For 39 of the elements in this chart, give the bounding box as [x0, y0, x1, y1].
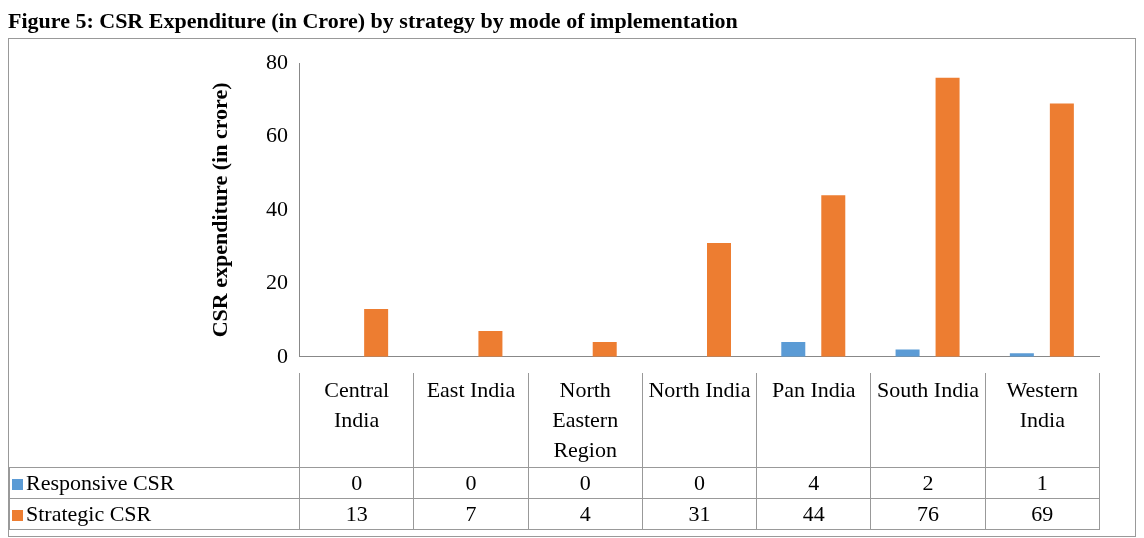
legend-label: Responsive CSR: [9, 467, 300, 499]
bar: [364, 309, 389, 357]
data-label: 7: [413, 498, 529, 530]
y-tick-label: 20: [266, 269, 288, 295]
bar: [781, 342, 806, 357]
y-tick-label: 40: [266, 195, 288, 221]
data-label: 1: [985, 467, 1100, 499]
data-label: 4: [756, 467, 871, 499]
y-tick-label: 60: [266, 122, 288, 148]
data-label: 13: [299, 498, 414, 530]
data-label: 69: [985, 498, 1100, 530]
data-label: 0: [413, 467, 529, 499]
bar: [1049, 103, 1074, 357]
data-label: 0: [299, 467, 414, 499]
x-tick-label: North Eastern Region: [528, 373, 643, 468]
x-tick-label: South India: [870, 373, 986, 468]
y-tick-label: 0: [277, 342, 288, 368]
data-label: 31: [642, 498, 757, 530]
data-label: 76: [870, 498, 986, 530]
data-label: 2: [870, 467, 986, 499]
legend-label: Strategic CSR: [9, 498, 300, 530]
y-axis-title: CSR expenditure (in crore): [206, 82, 232, 338]
x-tick-label: Pan India: [756, 373, 871, 468]
data-label: 0: [528, 467, 643, 499]
x-tick-label: Central India: [299, 373, 414, 468]
data-label: 44: [756, 498, 871, 530]
bar: [895, 349, 920, 357]
x-tick-label: North India: [642, 373, 757, 468]
x-tick-label: Western India: [985, 373, 1100, 468]
x-tick-label: East India: [413, 373, 529, 468]
bar: [592, 342, 617, 357]
data-label: 4: [528, 498, 643, 530]
chart-title: Figure 5: CSR Expenditure (in Crore) by strategy by mode of implementation: [8, 8, 739, 34]
y-tick-label: 80: [266, 48, 288, 74]
bar: [707, 242, 731, 357]
data-label: 0: [642, 467, 757, 499]
bar: [821, 195, 846, 357]
bar: [935, 77, 960, 357]
bar: [478, 331, 503, 357]
